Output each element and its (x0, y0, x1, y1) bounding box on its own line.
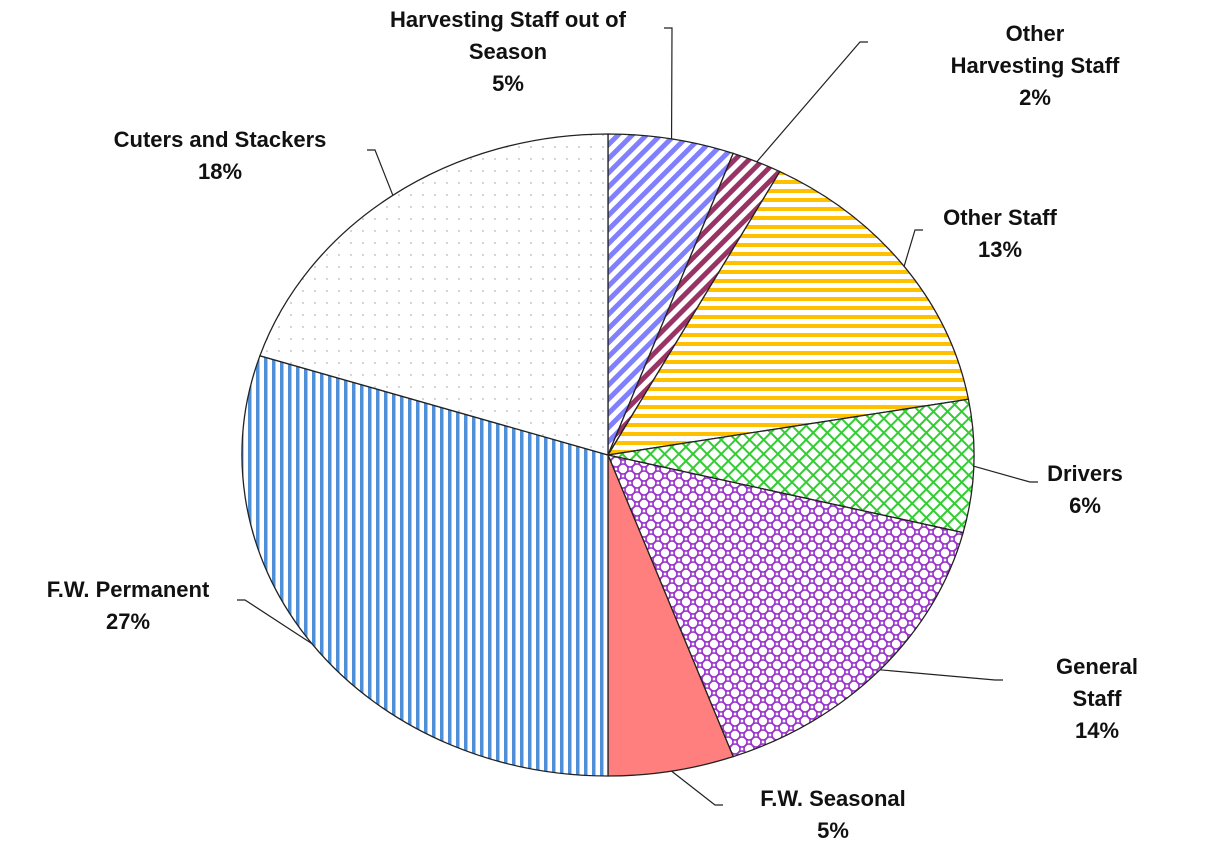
pie-slice (607, 454, 735, 777)
leader-line (664, 27, 673, 139)
label-value: 14% (1074, 718, 1120, 743)
slice-label: F.W. Seasonal 5% (760, 783, 906, 843)
leader-line (367, 149, 394, 196)
leader-line (879, 669, 1003, 681)
pie-slice (606, 170, 970, 456)
label-name: Other Staff (943, 205, 1057, 230)
label-value: 5% (492, 71, 524, 96)
label-value: 27% (105, 609, 151, 634)
leader-line (671, 770, 723, 806)
leader-line (973, 465, 1038, 483)
slice-label: Harvesting Staff out of Season 5% (378, 4, 638, 100)
slice-label: F.W. Permanent 27% (47, 574, 210, 638)
label-value: 2% (1019, 85, 1051, 110)
pie-slice (241, 355, 609, 777)
label-name: Other Harvesting Staff (950, 21, 1120, 78)
slice-label: Drivers 6% (1047, 458, 1123, 522)
leader-line (756, 41, 868, 163)
label-name: F.W. Permanent (46, 577, 210, 602)
label-name: Harvesting Staff out of Season (390, 7, 626, 64)
label-value: 5% (817, 818, 849, 843)
slice-label: General Staff 14% (1042, 651, 1153, 747)
label-value: 13% (977, 237, 1023, 262)
label-name: Cuters and Stackers (113, 127, 327, 152)
label-value: 6% (1069, 493, 1101, 518)
slice-label: Other Staff 13% (943, 202, 1057, 266)
slice-label: Cuters and Stackers 18% (114, 124, 327, 188)
pie-slice (259, 133, 609, 456)
leader-line (237, 599, 313, 645)
label-name: General Staff (1056, 654, 1138, 711)
leader-line (903, 229, 923, 267)
pie-slice (607, 133, 735, 456)
label-name: F.W. Seasonal (760, 786, 906, 811)
pie-slice (606, 454, 964, 758)
slice-label: Other Harvesting Staff 2% (949, 18, 1122, 114)
label-name: Drivers (1047, 461, 1123, 486)
label-value: 18% (197, 159, 243, 184)
